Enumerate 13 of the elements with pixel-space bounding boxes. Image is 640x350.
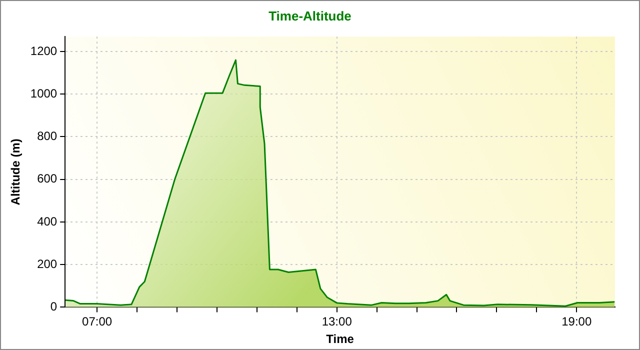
x-axis-title: Time — [326, 332, 354, 346]
y-tick-label: 600 — [37, 172, 58, 186]
y-tick-label: 0 — [50, 300, 58, 314]
chart-title: Time-Altitude — [268, 8, 352, 24]
x-tick-label: 13:00 — [322, 314, 352, 329]
x-tick-label: 19:00 — [562, 314, 592, 329]
y-tick-label: 800 — [37, 129, 58, 144]
y-tick-label: 400 — [37, 214, 58, 228]
y-tick-label: 1200 — [30, 44, 58, 58]
x-tick-label: 07:00 — [82, 314, 112, 329]
y-axis-title: Altitude (m) — [8, 138, 23, 206]
y-tick-label: 1000 — [30, 86, 58, 100]
y-tick-label: 200 — [37, 256, 58, 271]
